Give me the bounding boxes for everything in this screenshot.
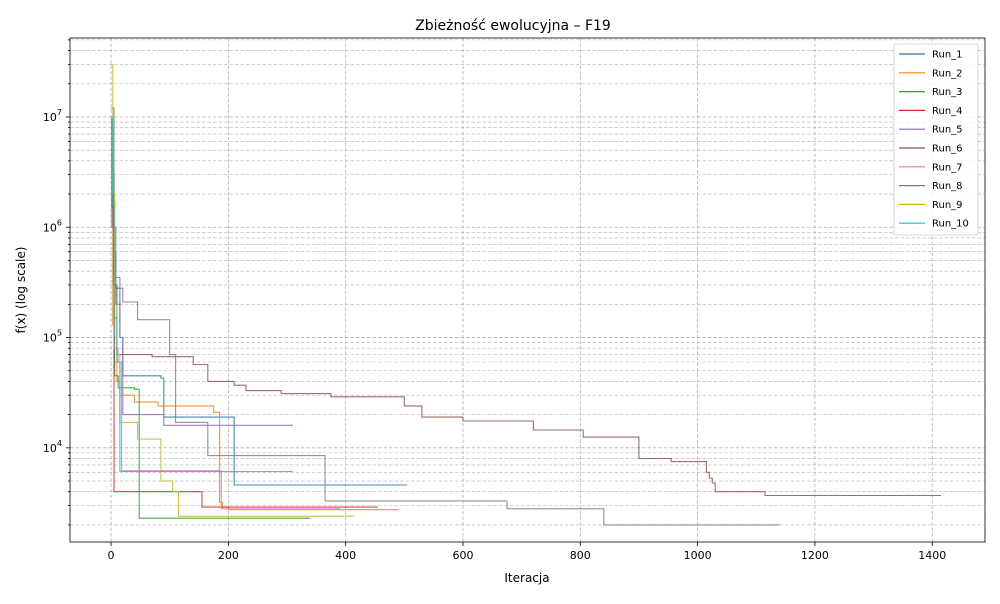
y-tick-label: 106: [43, 218, 62, 234]
series-layer: [111, 63, 941, 526]
series-line-run-8: [111, 107, 780, 526]
tick-layer: 0 200 400 600 800 1000 1200 1400 104 105 106 107: [43, 39, 946, 562]
x-tick-label: 1400: [918, 549, 946, 562]
x-tick-label: 800: [570, 549, 591, 562]
y-tick-label: 107: [43, 108, 62, 124]
chart-title: Zbieżność ewolucyjna – F19: [415, 18, 611, 34]
x-tick-label: 200: [218, 549, 239, 562]
x-axis-label: Iteracja: [504, 571, 549, 585]
grid-layer: [70, 38, 985, 542]
legend-label-run-5: Run_5: [932, 125, 963, 136]
legend-label-run-3: Run_3: [932, 87, 963, 98]
legend-label-run-2: Run_2: [932, 68, 963, 79]
legend-label-run-8: Run_8: [932, 181, 963, 192]
legend-label-run-9: Run_9: [932, 200, 963, 211]
plot-area-frame: [69, 37, 986, 543]
legend-items: Run_1 Run_2 Run_3 Run_4 Run_5 Run_6 Run_7 Run_8…: [899, 50, 969, 230]
x-tick-label: 0: [108, 549, 115, 562]
legend-label-run-6: Run_6: [932, 144, 963, 155]
x-tick-label: 1000: [684, 549, 712, 562]
y-tick-label: 105: [43, 329, 62, 345]
series-line-run-5: [111, 127, 293, 426]
legend-label-run-1: Run_1: [932, 50, 963, 61]
x-tick-label: 1200: [801, 549, 829, 562]
legend-label-run-7: Run_7: [932, 162, 963, 173]
y-tick-label: 104: [43, 439, 62, 455]
series-line-run-6: [111, 118, 941, 497]
legend-label-run-4: Run_4: [932, 106, 963, 117]
series-line-run-9: [111, 63, 355, 517]
series-line-run-2: [111, 118, 399, 511]
x-tick-label: 400: [335, 549, 356, 562]
x-tick-label: 600: [452, 549, 473, 562]
legend: Run_1 Run_2 Run_3 Run_4 Run_5 Run_6 Run_7 Run_8…: [893, 43, 979, 236]
legend-label-run-10: Run_10: [932, 219, 969, 230]
series-line-run-10: [111, 116, 293, 473]
y-axis-label: f(x) (log scale): [14, 247, 28, 334]
